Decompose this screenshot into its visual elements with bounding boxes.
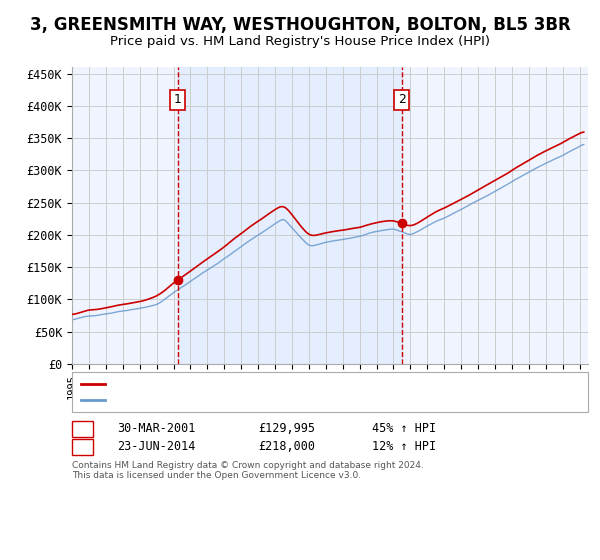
Text: Price paid vs. HM Land Registry's House Price Index (HPI): Price paid vs. HM Land Registry's House … <box>110 35 490 49</box>
Text: 45% ↑ HPI: 45% ↑ HPI <box>372 422 436 436</box>
Text: 3, GREENSMITH WAY, WESTHOUGHTON, BOLTON, BL5 3BR (detached house): 3, GREENSMITH WAY, WESTHOUGHTON, BOLTON,… <box>108 379 514 389</box>
Text: This data is licensed under the Open Government Licence v3.0.: This data is licensed under the Open Gov… <box>72 472 361 480</box>
Text: £129,995: £129,995 <box>258 422 315 436</box>
Text: £218,000: £218,000 <box>258 440 315 454</box>
Text: 30-MAR-2001: 30-MAR-2001 <box>117 422 196 436</box>
Text: 23-JUN-2014: 23-JUN-2014 <box>117 440 196 454</box>
Text: 2: 2 <box>79 440 86 454</box>
Bar <box>178 67 401 364</box>
Text: 3, GREENSMITH WAY, WESTHOUGHTON, BOLTON, BL5 3BR: 3, GREENSMITH WAY, WESTHOUGHTON, BOLTON,… <box>29 16 571 34</box>
Text: 1: 1 <box>79 422 86 436</box>
Text: HPI: Average price, detached house, Bolton: HPI: Average price, detached house, Bolt… <box>108 395 371 405</box>
Text: Contains HM Land Registry data © Crown copyright and database right 2024.: Contains HM Land Registry data © Crown c… <box>72 461 424 470</box>
Text: 12% ↑ HPI: 12% ↑ HPI <box>372 440 436 454</box>
Text: 1: 1 <box>173 94 182 106</box>
Text: 2: 2 <box>398 94 406 106</box>
